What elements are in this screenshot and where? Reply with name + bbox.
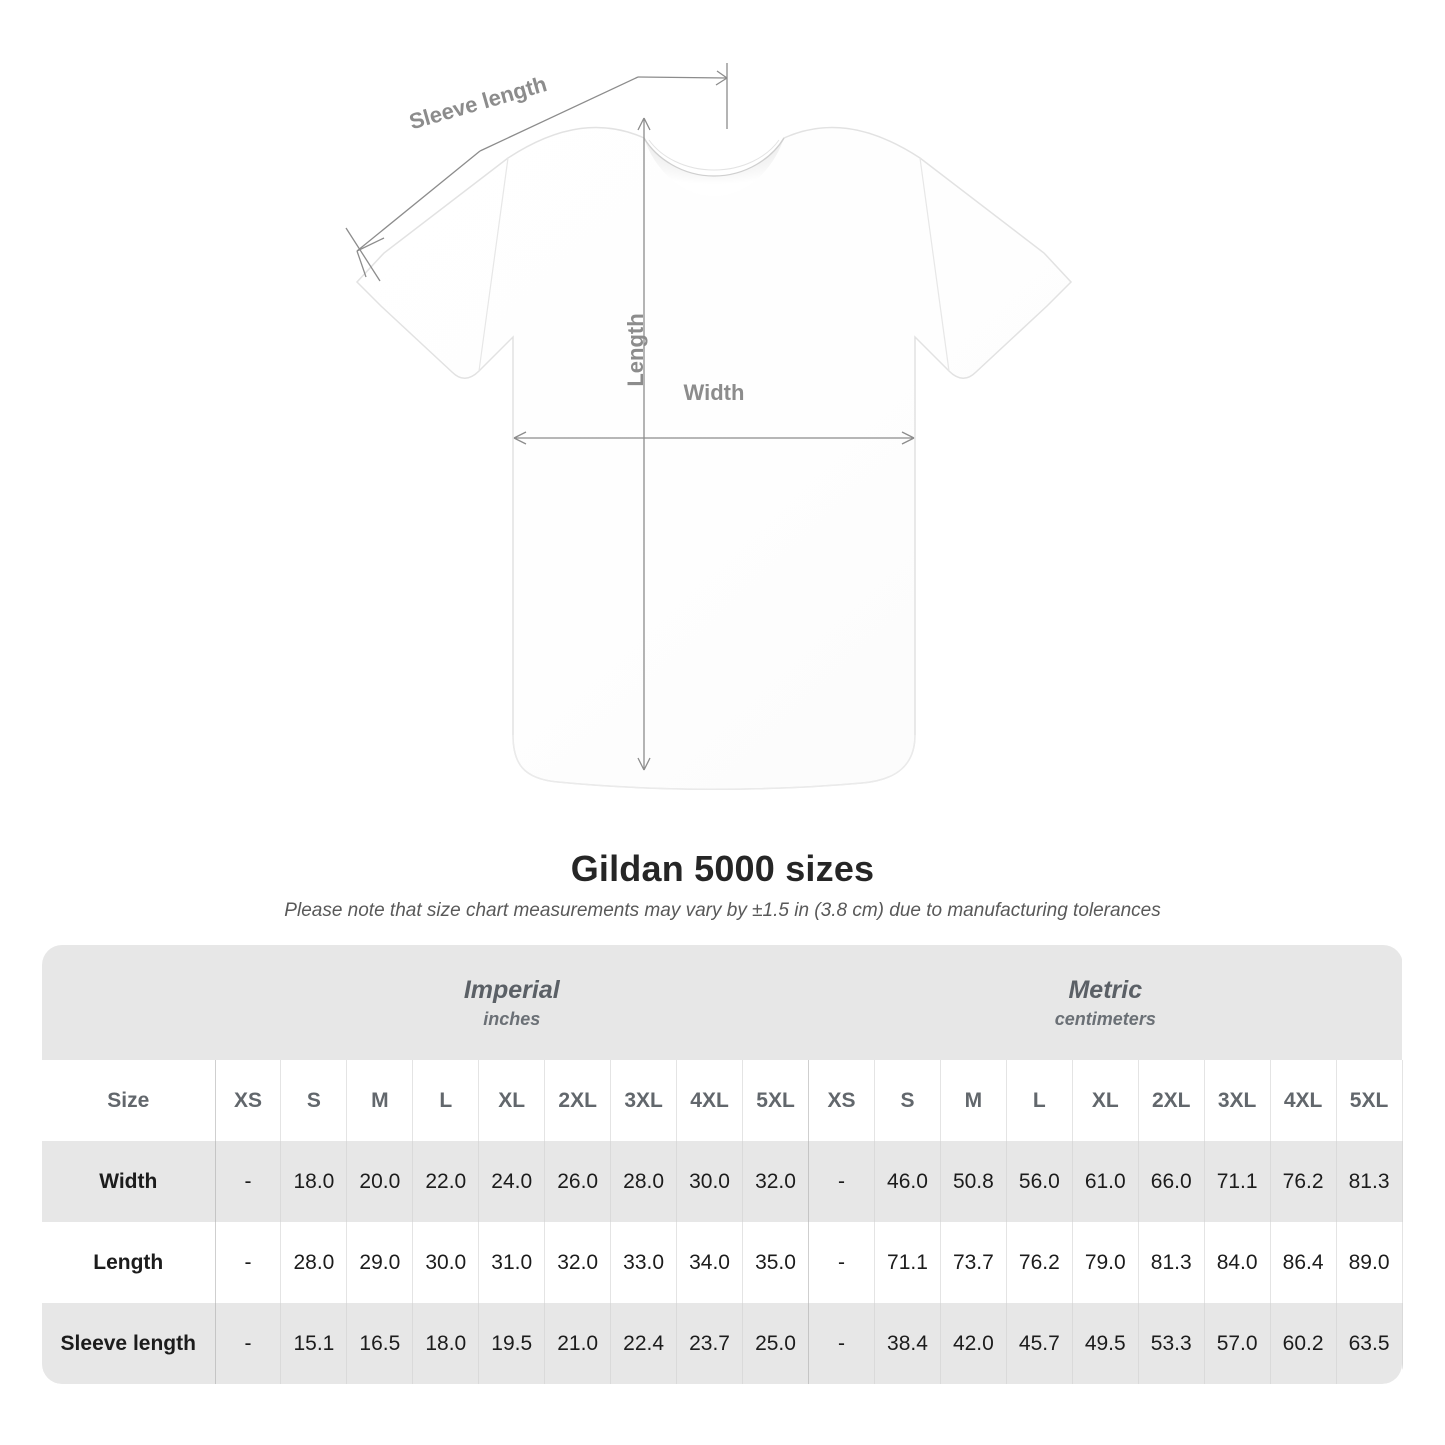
- svg-text:Width: Width: [684, 380, 745, 405]
- svg-text:Length: Length: [623, 313, 648, 386]
- svg-text:Sleeve length: Sleeve length: [406, 71, 549, 134]
